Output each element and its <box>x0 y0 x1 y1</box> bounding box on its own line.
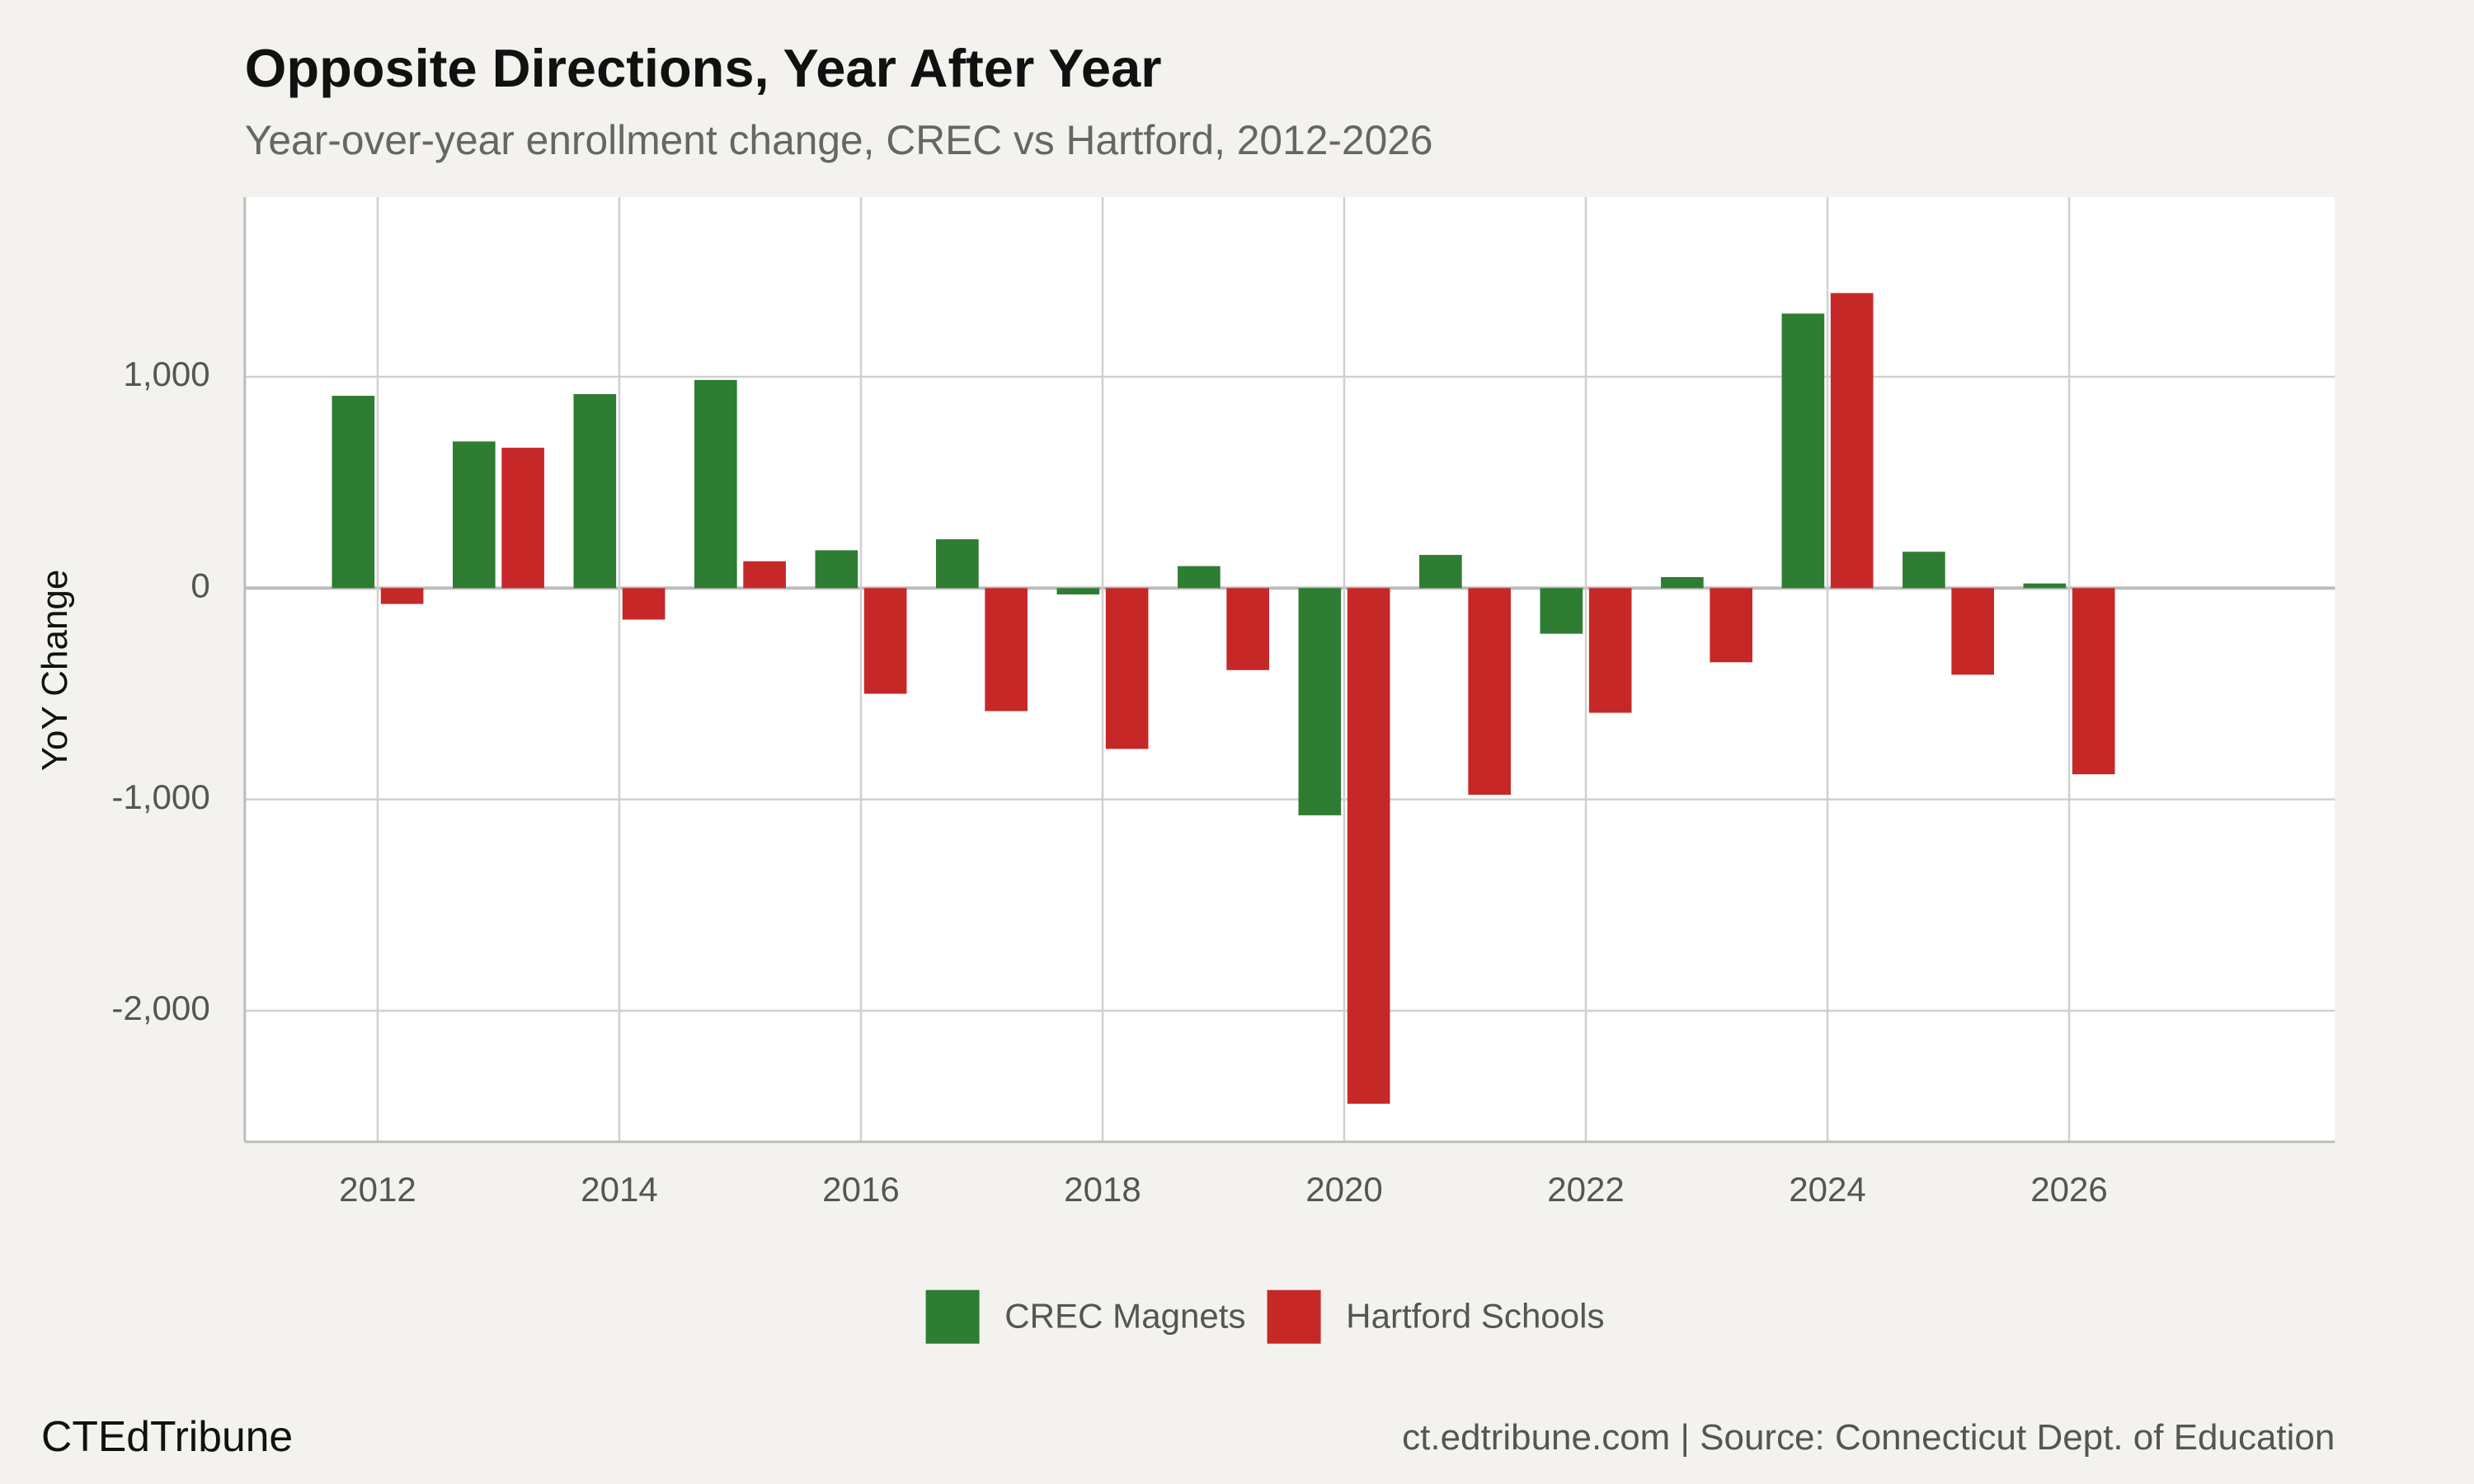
bar <box>1830 293 1874 589</box>
legend: CREC Magnets Hartford Schools <box>925 1289 1605 1344</box>
bar <box>863 588 907 694</box>
x-tick-label: 2020 <box>1305 1170 1383 1209</box>
bar <box>452 441 496 589</box>
bar <box>622 588 666 620</box>
bar <box>1781 313 1825 589</box>
bar <box>1105 588 1149 749</box>
bar <box>1661 576 1704 589</box>
bar <box>1951 588 1995 675</box>
bar <box>1540 588 1583 634</box>
plot-panel <box>244 197 2335 1142</box>
x-tick-label: 2026 <box>2030 1170 2108 1209</box>
bar <box>380 588 424 604</box>
y-tick-label: -1,000 <box>111 777 209 816</box>
bar <box>573 394 617 589</box>
chart-title: Opposite Directions, Year After Year <box>245 38 1162 98</box>
bar <box>1710 588 1752 663</box>
chart-subtitle: Year-over-year enrollment change, CREC v… <box>245 117 1433 163</box>
legend-swatch <box>925 1289 980 1344</box>
bar <box>694 379 737 589</box>
bar <box>743 561 786 589</box>
legend-swatch <box>1267 1289 1321 1344</box>
x-tick-label: 2016 <box>822 1170 900 1209</box>
y-axis-label: YoY Change <box>35 570 75 772</box>
x-tick-label: 2014 <box>581 1170 658 1209</box>
x-tick-label: 2024 <box>1789 1170 1866 1209</box>
bar <box>2072 588 2115 775</box>
x-tick-label: 2022 <box>1547 1170 1625 1209</box>
y-tick-label: -2,000 <box>111 989 209 1027</box>
x-tick-label: 2012 <box>339 1170 416 1209</box>
bar <box>1178 566 1221 589</box>
bar <box>1298 588 1342 815</box>
bar <box>936 539 979 589</box>
bar <box>1903 552 1945 589</box>
bar <box>1588 588 1632 713</box>
source-note: ct.edtribune.com | Source: Connecticut D… <box>1402 1417 2335 1458</box>
bar <box>1056 588 1100 595</box>
bar <box>2023 583 2067 589</box>
brand: CTEdTribune <box>41 1412 293 1460</box>
bar <box>1226 588 1269 670</box>
bar <box>501 448 544 589</box>
bar <box>1468 588 1511 796</box>
bar <box>1347 588 1390 1104</box>
legend-label: CREC Magnets <box>1004 1296 1245 1335</box>
bar <box>985 588 1028 711</box>
y-tick-label: 0 <box>190 566 209 604</box>
legend-label: Hartford Schools <box>1346 1296 1604 1335</box>
y-tick-label: 1,000 <box>123 355 209 393</box>
bar <box>1419 555 1462 589</box>
bar <box>332 396 375 589</box>
bars <box>332 293 2115 1104</box>
bar <box>815 550 858 589</box>
x-tick-label: 2018 <box>1064 1170 1141 1209</box>
